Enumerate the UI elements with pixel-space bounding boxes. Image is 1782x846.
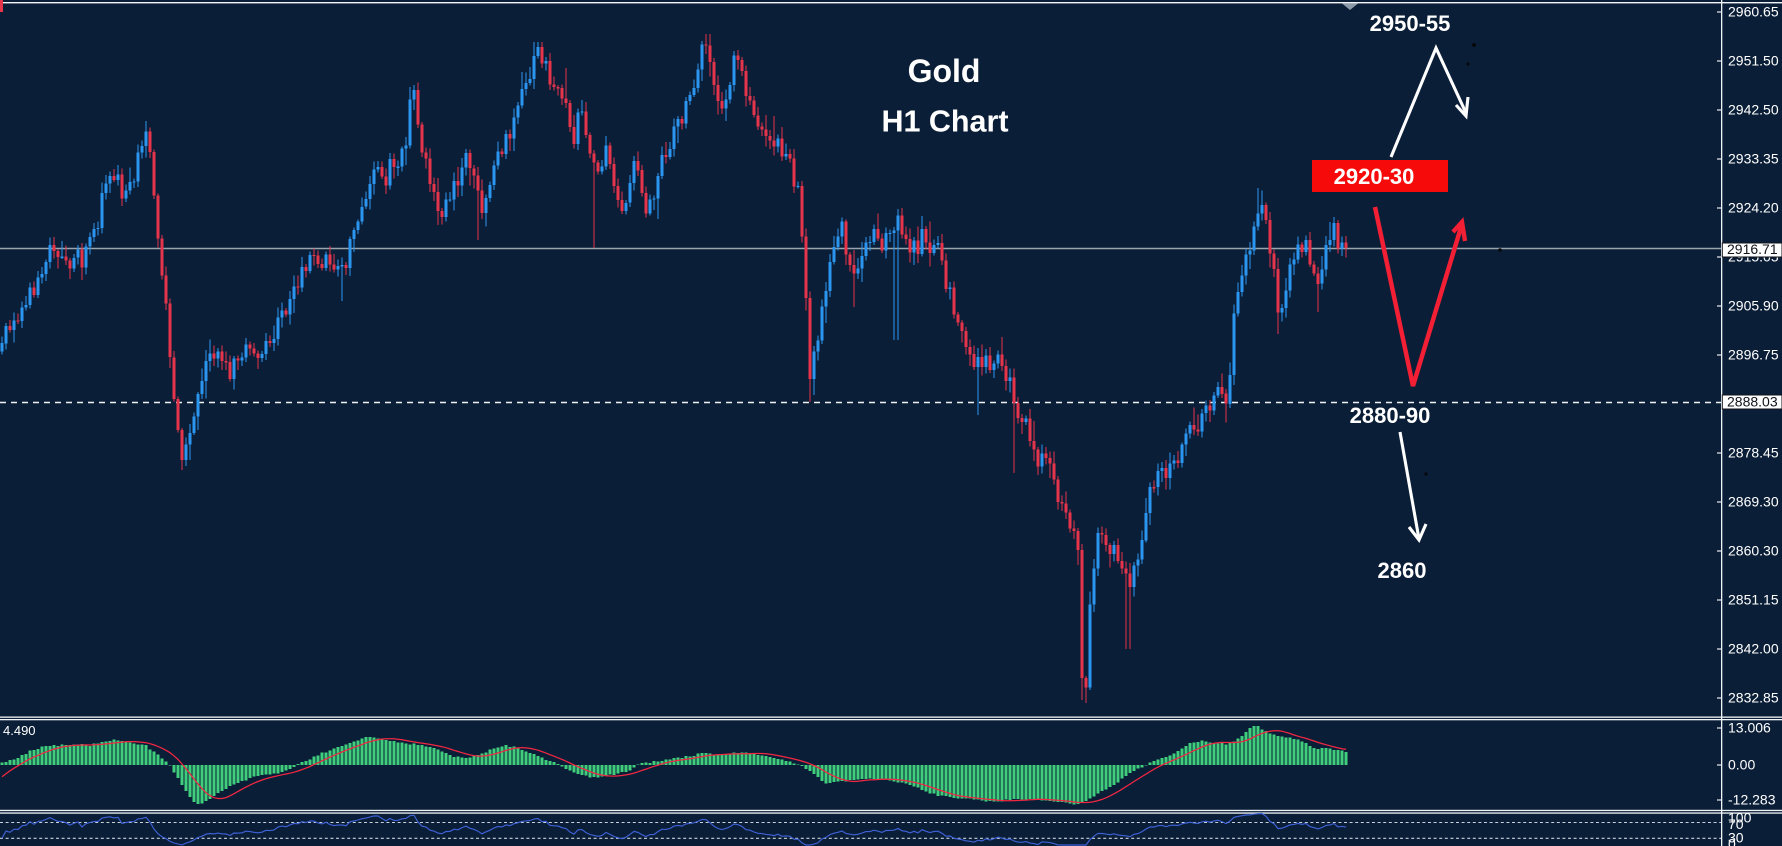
svg-text:2960.65: 2960.65 [1728,4,1779,20]
svg-text:2916.71: 2916.71 [1727,241,1778,257]
svg-text:2951.50: 2951.50 [1728,53,1779,69]
svg-text:2896.75: 2896.75 [1728,347,1779,363]
svg-text:-12.283: -12.283 [1728,792,1776,808]
svg-text:13.006: 13.006 [1728,720,1771,736]
svg-text:2924.20: 2924.20 [1728,200,1779,216]
svg-text:2920-30: 2920-30 [1334,164,1415,189]
svg-text:4.490: 4.490 [3,723,36,738]
svg-text:2851.15: 2851.15 [1728,592,1779,608]
svg-text:70: 70 [1728,816,1744,832]
svg-text:30: 30 [1728,830,1744,846]
svg-text:2842.00: 2842.00 [1728,641,1779,657]
svg-text:0.00: 0.00 [1728,757,1755,773]
svg-text:2905.90: 2905.90 [1728,298,1779,314]
svg-text:100: 100 [1728,810,1752,826]
svg-text:H1 Chart: H1 Chart [881,105,1008,139]
svg-text:2950-55: 2950-55 [1370,11,1451,36]
svg-text:Gold: Gold [908,53,981,89]
svg-text:2878.45: 2878.45 [1728,445,1779,461]
svg-text:2869.30: 2869.30 [1728,494,1779,510]
svg-text:2933.35: 2933.35 [1728,151,1779,167]
svg-text:2880-90: 2880-90 [1350,403,1431,428]
svg-text:2860.30: 2860.30 [1728,543,1779,559]
svg-text:0: 0 [1728,836,1736,846]
svg-text:2942.50: 2942.50 [1728,102,1779,118]
svg-text:2860: 2860 [1378,558,1427,583]
svg-text:2832.85: 2832.85 [1728,690,1779,706]
svg-text:2888.03: 2888.03 [1727,394,1778,410]
